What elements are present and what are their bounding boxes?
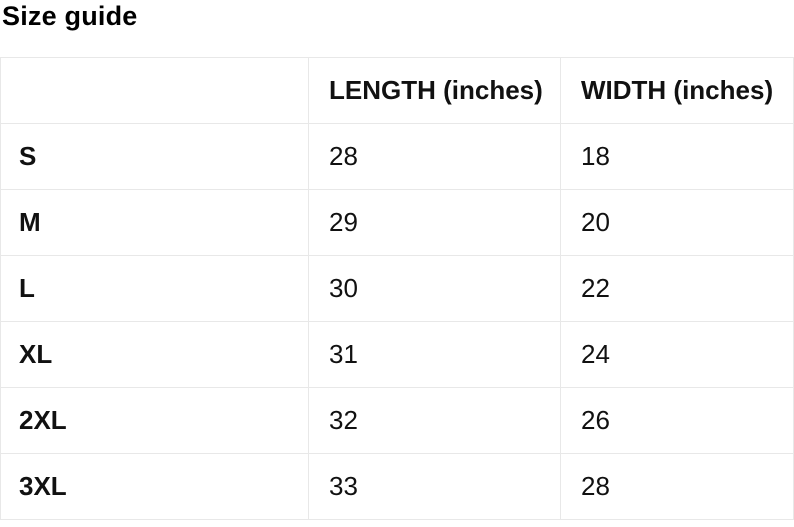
width-value: 20 [560,189,794,256]
size-label: 2XL [0,387,309,454]
table-row: 3XL 33 28 [0,453,794,520]
size-label: S [0,123,309,190]
table-row: M 29 20 [0,189,794,256]
length-value: 30 [308,255,561,322]
width-value: 26 [560,387,794,454]
table-header-row: LENGTH (inches) WIDTH (inches) [0,57,794,124]
length-value: 31 [308,321,561,388]
table-row: XL 31 24 [0,321,794,388]
header-width-cell: WIDTH (inches) [560,57,794,124]
length-value: 32 [308,387,561,454]
table-row: S 28 18 [0,123,794,190]
size-label: M [0,189,309,256]
page-title: Size guide [2,1,138,31]
table-row: L 30 22 [0,255,794,322]
length-value: 29 [308,189,561,256]
size-label: XL [0,321,309,388]
size-label: L [0,255,309,322]
size-guide-table: LENGTH (inches) WIDTH (inches) S 28 18 M… [0,57,794,520]
length-value: 28 [308,123,561,190]
header-length-cell: LENGTH (inches) [308,57,561,124]
size-label: 3XL [0,453,309,520]
width-value: 22 [560,255,794,322]
width-value: 24 [560,321,794,388]
length-value: 33 [308,453,561,520]
header-size-cell [0,57,309,124]
table-row: 2XL 32 26 [0,387,794,454]
width-value: 18 [560,123,794,190]
width-value: 28 [560,453,794,520]
